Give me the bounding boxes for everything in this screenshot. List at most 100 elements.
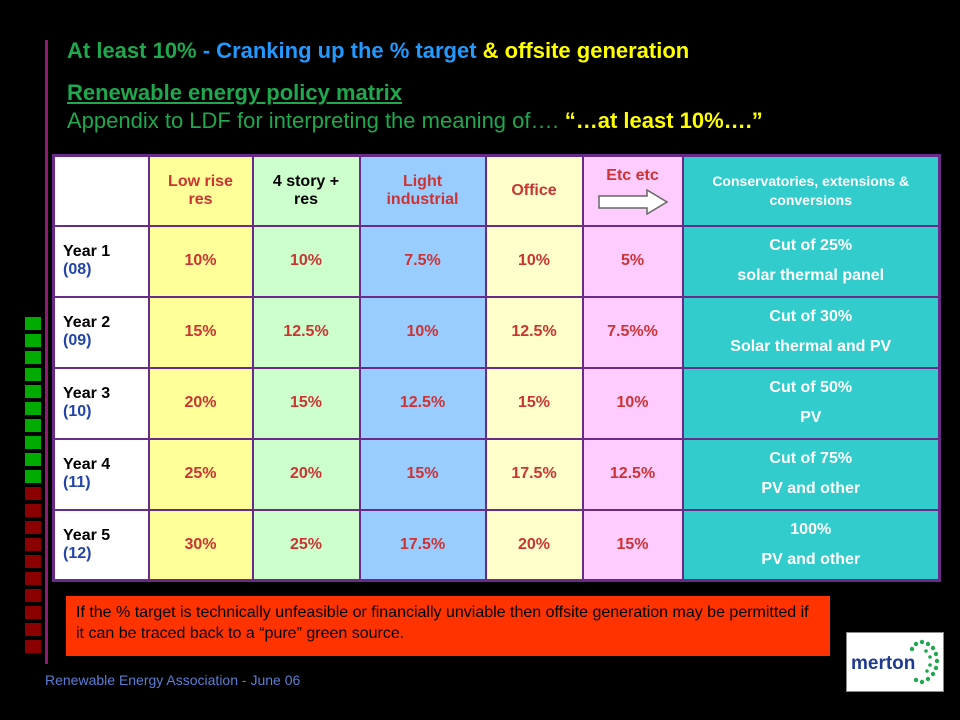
offsite-generation-note: If the % target is technically unfeasibl… <box>66 596 830 656</box>
header-light-industrial: Light industrial <box>358 154 487 227</box>
header-light-industrial-label: Light industrial <box>386 172 459 208</box>
table-cell: 10% <box>251 224 361 298</box>
decorative-squares <box>25 317 41 657</box>
conservatories-cell: Cut of 75% PV and other <box>681 437 941 511</box>
decor-square <box>25 419 41 432</box>
row-label: Year 5 <box>63 526 111 544</box>
table-cell: 12.5% <box>581 437 684 511</box>
table-cell: 12.5% <box>358 366 487 440</box>
decor-square <box>25 334 41 347</box>
row-label: Year 1 <box>63 243 111 260</box>
table-cell: 12.5% <box>484 295 584 369</box>
conservatories-technology: solar thermal panel <box>737 267 885 284</box>
accent-vertical-line <box>45 40 48 664</box>
table-cell: 30% <box>147 508 254 582</box>
table-cell: 15% <box>147 295 254 369</box>
header-4-story-res-label: 4 story + res <box>272 172 340 208</box>
merton-logo: merton <box>846 632 944 692</box>
decor-square <box>25 402 41 415</box>
row-year: (08) <box>63 261 92 278</box>
decor-square <box>25 453 41 466</box>
decor-square <box>25 521 41 534</box>
table-cell: 15% <box>358 437 487 511</box>
table-cell: 25% <box>147 437 254 511</box>
header-blank <box>52 154 150 227</box>
row-year: (12) <box>63 544 92 562</box>
subtitle-description: Appendix to LDF for interpreting the mea… <box>67 108 763 134</box>
decor-square <box>25 640 41 653</box>
table-cell: 25% <box>251 508 361 582</box>
decor-square <box>25 487 41 500</box>
row-year: (09) <box>63 332 92 349</box>
policy-matrix-table: Low rise res 4 story + res Light industr… <box>52 154 941 582</box>
subtitle-description-text: Appendix to LDF for interpreting the mea… <box>67 108 565 133</box>
header-low-rise-res-label: Low rise res <box>168 172 233 208</box>
footer-credit: Renewable Energy Association - June 06 <box>45 672 301 688</box>
table-row: Year 3 (10) 20% 15% 12.5% 15% 10% Cut of 50% PV <box>52 366 941 440</box>
page-title: At least 10% - Cranking up the % target … <box>67 38 689 64</box>
table-cell: 17.5% <box>358 508 487 582</box>
title-part-2: - Cranking up the % target <box>196 38 483 63</box>
conservatories-cell: Cut of 50% PV <box>681 366 941 440</box>
decor-square <box>25 623 41 636</box>
table-cell: 7.5% <box>358 224 487 298</box>
table-cell: 10% <box>581 366 684 440</box>
table-row: Year 1 (08) 10% 10% 7.5% 10% 5% Cut of 25% solar… <box>52 224 941 298</box>
row-header: Year 5 (12) <box>52 508 150 582</box>
header-4-story-res: 4 story + res <box>251 154 361 227</box>
table-cell: 10% <box>484 224 584 298</box>
subtitle-heading: Renewable energy policy matrix <box>67 80 403 105</box>
row-header: Year 4 (11) <box>52 437 150 511</box>
subtitle-emphasis: “…at least 10%….” <box>564 108 763 133</box>
row-year: (11) <box>63 474 91 491</box>
table-cell: 15% <box>251 366 361 440</box>
table-cell: 17.5% <box>484 437 584 511</box>
conservatories-cut: Cut of 30% <box>769 308 853 325</box>
conservatories-cut: Cut of 75% <box>769 450 853 467</box>
row-header: Year 2 (09) <box>52 295 150 369</box>
header-office: Office <box>484 154 584 227</box>
conservatories-technology: PV and other <box>761 480 861 497</box>
table-cell: 5% <box>581 224 684 298</box>
decor-square <box>25 351 41 364</box>
table-cell: 10% <box>358 295 487 369</box>
decor-square <box>25 368 41 381</box>
decor-square <box>25 555 41 568</box>
conservatories-cut: 100% <box>790 520 832 538</box>
decor-square <box>25 606 41 619</box>
table-cell: 20% <box>147 366 254 440</box>
header-conservatories: Conservatories, extensions & conversions <box>681 154 941 227</box>
header-conservatories-label: Conservatories, extensions & conversions <box>712 172 910 208</box>
conservatories-technology: PV and other <box>761 550 861 568</box>
row-header: Year 3 (10) <box>52 366 150 440</box>
conservatories-cut: Cut of 50% <box>769 379 853 396</box>
conservatories-cell: Cut of 25% solar thermal panel <box>681 224 941 298</box>
table-cell: 15% <box>484 366 584 440</box>
row-label: Year 3 <box>63 385 111 402</box>
row-label: Year 4 <box>63 456 111 473</box>
table-row: Year 5 (12) 30% 25% 17.5% 20% 15% 100% PV and ot… <box>52 508 941 582</box>
decor-square <box>25 470 41 483</box>
decor-square <box>25 385 41 398</box>
table-cell: 20% <box>484 508 584 582</box>
decor-square <box>25 589 41 602</box>
logo-text: merton <box>851 653 916 674</box>
header-etc-etc-label: Etc etc <box>606 166 659 184</box>
table-cell: 15% <box>581 508 684 582</box>
table-row: Year 4 (11) 25% 20% 15% 17.5% 12.5% Cut of 75% P… <box>52 437 941 511</box>
conservatories-cut: Cut of 25% <box>769 237 853 254</box>
decor-square <box>25 317 41 330</box>
row-label: Year 2 <box>63 314 111 331</box>
swirl-icon <box>909 639 940 685</box>
title-part-3: & offsite generation <box>482 38 690 63</box>
table-row: Year 2 (09) 15% 12.5% 10% 12.5% 7.5%% Cut of 30… <box>52 295 941 369</box>
arrow-right-icon <box>597 188 668 215</box>
title-part-1: At least 10% <box>67 38 197 63</box>
decor-square <box>25 504 41 517</box>
decor-square <box>25 572 41 585</box>
header-etc-etc: Etc etc <box>581 154 684 227</box>
row-year: (10) <box>63 403 92 420</box>
conservatories-technology: PV <box>800 409 822 426</box>
decor-square <box>25 538 41 551</box>
table-cell: 20% <box>251 437 361 511</box>
